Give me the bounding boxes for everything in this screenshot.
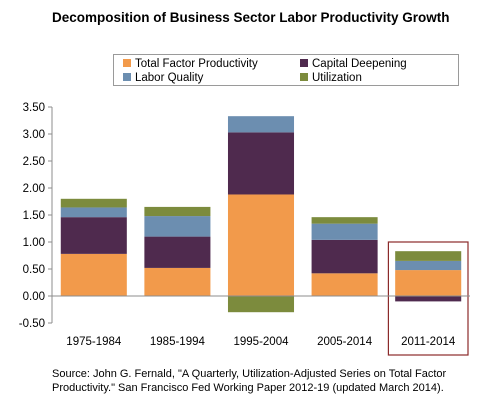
bar-segment-total-factor-productivity-2011-2014 bbox=[395, 270, 462, 296]
bar-segment-labor-quality-2011-2014 bbox=[395, 260, 462, 271]
bar-segment-utilization-2005-2014 bbox=[311, 217, 378, 224]
bar-segment-total-factor-productivity-1995-2004 bbox=[227, 194, 295, 296]
x-tick-label: 1995-2004 bbox=[234, 336, 290, 348]
bar-segment-capital-deepening-1985-1994 bbox=[144, 236, 211, 268]
bar-segment-utilization-2011-2014 bbox=[395, 251, 462, 261]
bar-segment-total-factor-productivity-1985-1994 bbox=[144, 267, 211, 296]
bar-segment-capital-deepening-2005-2014 bbox=[311, 239, 378, 274]
y-tick-label: -0.50 bbox=[19, 318, 45, 330]
legend-label-capital-deepening: Capital Deepening bbox=[312, 58, 407, 70]
bar-segment-capital-deepening-1975-1984 bbox=[60, 217, 127, 254]
x-tick-label: 1985-1994 bbox=[150, 336, 206, 348]
bar-segment-labor-quality-2005-2014 bbox=[311, 223, 378, 240]
y-tick-label: 0.00 bbox=[23, 291, 45, 303]
legend-swatch-utilization bbox=[300, 73, 308, 81]
bar-segment-utilization-1975-1984 bbox=[60, 198, 127, 208]
y-tick-label: 0.50 bbox=[23, 264, 45, 276]
bar-segment-total-factor-productivity-2005-2014 bbox=[311, 273, 378, 296]
x-tick-label: 1975-1984 bbox=[66, 336, 122, 348]
source-note: Source: John G. Fernald, "A Quarterly, U… bbox=[52, 368, 447, 394]
bar-segment-total-factor-productivity-1975-1984 bbox=[60, 253, 127, 296]
y-tick-label: 2.00 bbox=[23, 183, 45, 195]
legend-swatch-capital-deepening bbox=[300, 59, 308, 67]
bar-segment-utilization-1985-1994 bbox=[144, 206, 211, 217]
y-tick-label: 3.00 bbox=[23, 129, 45, 141]
bar-segment-capital-deepening-1995-2004 bbox=[227, 132, 295, 195]
bar-segment-labor-quality-1975-1984 bbox=[60, 207, 127, 218]
legend-label-labor-quality: Labor Quality bbox=[135, 72, 204, 84]
legend-label-total-factor-productivity: Total Factor Productivity bbox=[135, 58, 258, 70]
bar-segment-labor-quality-1995-2004 bbox=[227, 116, 295, 133]
legend-swatch-total-factor-productivity bbox=[123, 59, 131, 67]
legend-item-capital-deepening: Capital Deepening bbox=[300, 57, 407, 71]
legend-item-labor-quality: Labor Quality bbox=[123, 71, 203, 85]
legend-item-utilization: Utilization bbox=[300, 71, 362, 85]
chart-legend: Total Factor Productivity Capital Deepen… bbox=[113, 54, 459, 86]
x-tick-label: 2011-2014 bbox=[401, 336, 456, 348]
x-tick-label: 2005-2014 bbox=[317, 336, 373, 348]
legend-item-total-factor-productivity: Total Factor Productivity bbox=[123, 57, 258, 71]
bar-segment-labor-quality-1985-1994 bbox=[144, 216, 211, 237]
bar-segment-capital-deepening-2011-2014 bbox=[395, 296, 462, 302]
y-tick-label: 3.50 bbox=[23, 102, 45, 114]
legend-swatch-labor-quality bbox=[123, 73, 131, 81]
chart-title: Decomposition of Business Sector Labor P… bbox=[52, 10, 450, 25]
legend-label-utilization: Utilization bbox=[312, 72, 362, 84]
bar-segment-utilization-1995-2004 bbox=[227, 296, 295, 313]
y-tick-label: 2.50 bbox=[23, 156, 45, 168]
highlight-box-2011-2014 bbox=[387, 241, 469, 356]
y-tick-label: 1.00 bbox=[23, 237, 45, 249]
y-tick-label: 1.50 bbox=[23, 210, 45, 222]
